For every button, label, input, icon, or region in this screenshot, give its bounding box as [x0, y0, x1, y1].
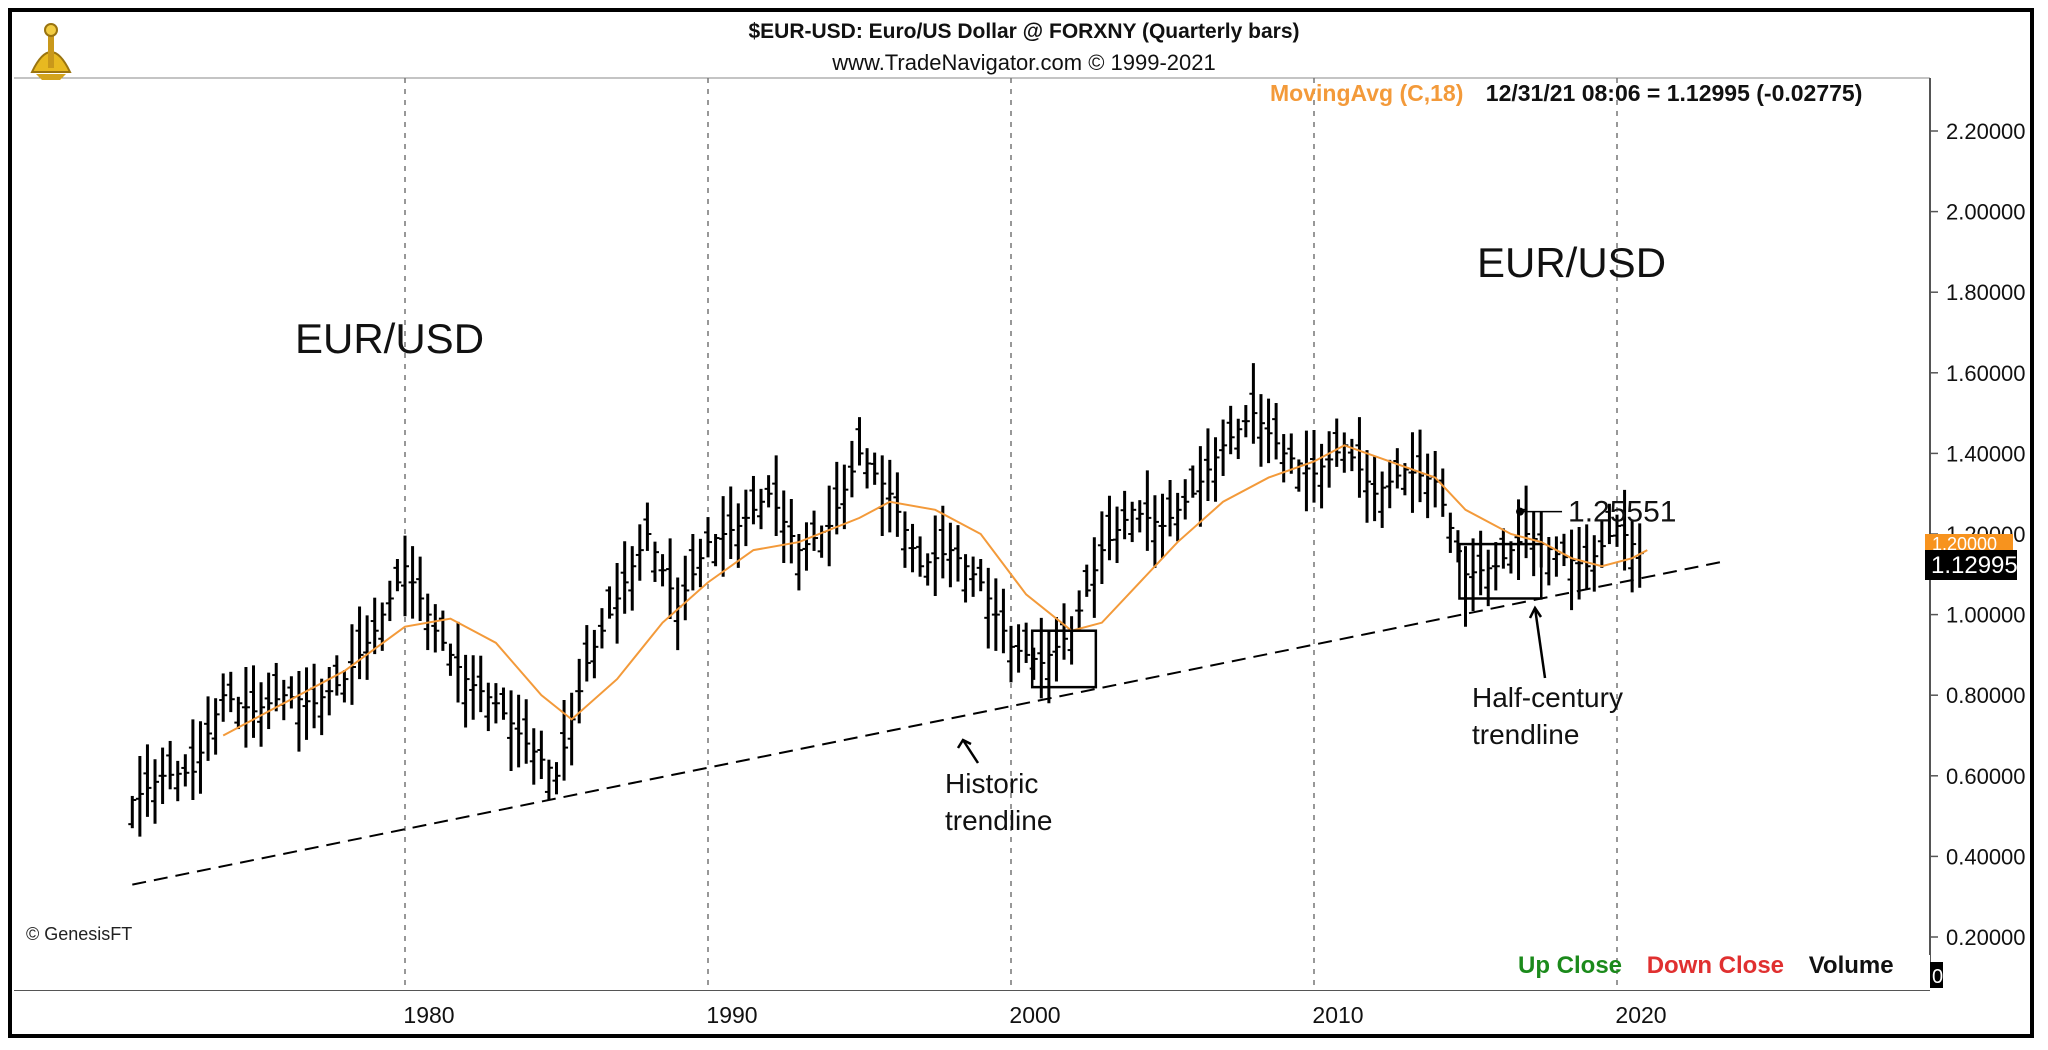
moving-average-label: MovingAvg (C,18): [1270, 80, 1464, 106]
y-tick-label: 0.20000: [1946, 925, 2026, 950]
price-readout: 12/31/21 08:06 = 1.12995 (-0.02775): [1485, 80, 1863, 106]
volume-value: 0: [1932, 966, 1943, 988]
x-tick-label: 1990: [706, 1002, 757, 1028]
y-tick-label: 1.60000: [1946, 361, 2026, 386]
half-century-arrowhead: [1528, 605, 1543, 619]
y-tick-label: 0.40000: [1946, 844, 2026, 869]
y-tick-label: 1.00000: [1946, 603, 2026, 628]
breakout-box: [1458, 542, 1543, 600]
legend-volume[interactable]: Volume: [1808, 952, 1894, 979]
legend-down-close[interactable]: Down Close: [1646, 952, 1785, 979]
x-tick-label: 2010: [1312, 1002, 1363, 1028]
moving-average-line: [222, 444, 1648, 737]
legend: Up Close Down Close Volume: [1500, 952, 1894, 980]
half-century-arrow: [1533, 607, 1547, 679]
historic-label-line2: trendline: [945, 805, 1052, 836]
x-tick-label: 2000: [1009, 1002, 1060, 1028]
orange-price-tag: [1925, 534, 2013, 554]
trendline: [132, 561, 1721, 886]
label-eur-usd-left: EUR/USD: [295, 315, 484, 362]
volume-tag: [1930, 962, 1943, 988]
y-tick-label: 1.80000: [1946, 280, 2026, 305]
sextant-logo-icon: [22, 22, 80, 84]
label-eur-usd-right: EUR/USD: [1477, 239, 1666, 286]
x-tick-label: 2020: [1615, 1002, 1666, 1028]
y-tick-label: 0.60000: [1946, 764, 2026, 789]
copyright-text: © GenesisFT: [26, 924, 133, 944]
historic-label-line1: Historic: [945, 768, 1038, 799]
historic-arrow: [961, 739, 980, 764]
y-tick-label: 2.00000: [1946, 200, 2026, 225]
chart-frame: [8, 8, 2034, 1038]
bottom-box: [1030, 629, 1098, 689]
y-tick-label: 1.40000: [1946, 441, 2026, 466]
y-tick-label: 0.80000: [1946, 683, 2026, 708]
last-price-label: 1.12995: [1931, 552, 2018, 579]
last-price-tag: [1925, 550, 2017, 580]
indicator-readout: MovingAvg (C,18) 12/31/21 08:06 = 1.1299…: [1270, 80, 1862, 107]
half-century-label-line2: trendline: [1472, 719, 1579, 750]
orange-price-tag-label: 1.20000: [1932, 534, 1997, 554]
half-century-label-line1: Half-century: [1472, 682, 1623, 713]
legend-up-close[interactable]: Up Close: [1518, 952, 1623, 979]
peak-label: 1.25551: [1568, 496, 1676, 529]
y-tick-label: 2.20000: [1946, 119, 2026, 144]
historic-arrowhead: [956, 738, 972, 749]
chart-subtitle: www.TradeNavigator.com © 1999-2021: [832, 50, 1216, 75]
chart-title: $EUR-USD: Euro/US Dollar @ FORXNY (Quart…: [748, 20, 1300, 43]
volume-strip: [14, 955, 1930, 990]
x-tick-label: 1980: [403, 1002, 454, 1028]
